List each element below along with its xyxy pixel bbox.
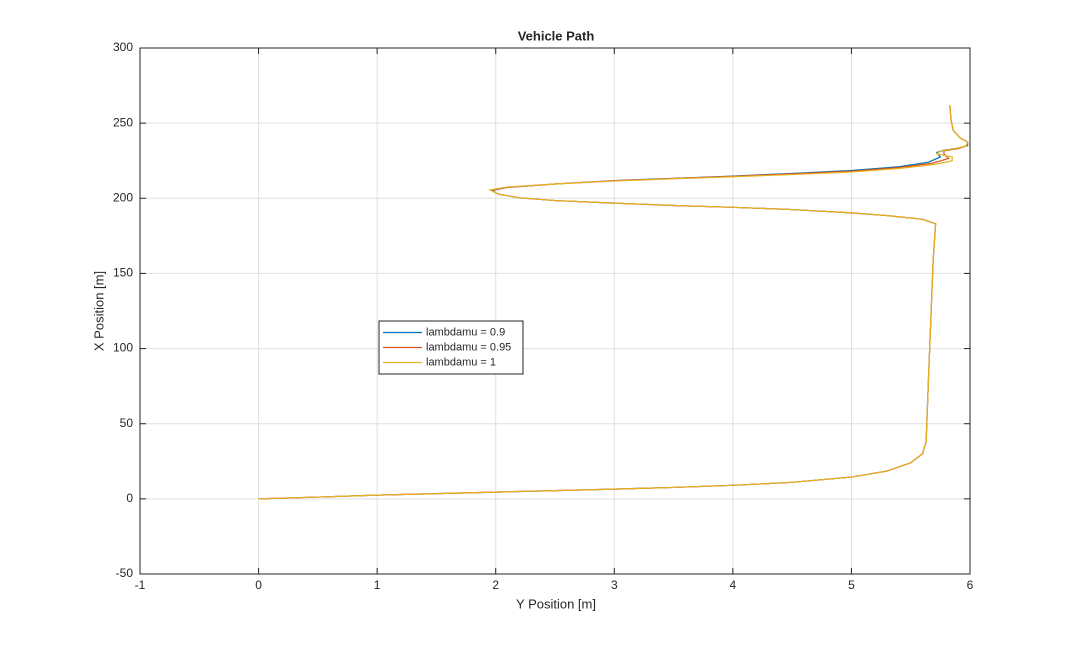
plot-area: [140, 48, 970, 574]
x-axis-label: Y Position [m]: [516, 596, 596, 611]
x-tick-label: -1: [135, 578, 146, 592]
axes-box: [139, 47, 971, 575]
series-line: [258, 105, 969, 500]
y-tick-label: 200: [113, 190, 133, 204]
legend: lambdamu = 0.9 lambdamu = 0.95 lambdamu = …: [378, 320, 524, 375]
y-tick-label: 150: [113, 266, 133, 280]
legend-label: lambdamu = 0.95: [426, 341, 511, 353]
y-tick-label: 0: [126, 491, 133, 505]
y-tick-label: 100: [113, 341, 133, 355]
y-axis-label: X Position [m]: [91, 271, 106, 351]
x-tick-label: 0: [255, 578, 262, 592]
x-tick-label: 4: [730, 578, 737, 592]
x-tick-label: 2: [492, 578, 499, 592]
y-tick-label: 300: [113, 40, 133, 54]
y-tick-label: -50: [116, 566, 134, 580]
x-tick-label: 3: [611, 578, 618, 592]
legend-label: lambdamu = 1: [426, 356, 496, 368]
y-tick-label: 250: [113, 115, 133, 129]
chart-title: Vehicle Path: [518, 28, 595, 43]
legend-label: lambdamu = 0.9: [426, 326, 505, 338]
y-tick-label: 50: [120, 416, 134, 430]
x-tick-label: 6: [967, 578, 974, 592]
x-tick-label: 5: [848, 578, 855, 592]
x-tick-label: 1: [374, 578, 381, 592]
